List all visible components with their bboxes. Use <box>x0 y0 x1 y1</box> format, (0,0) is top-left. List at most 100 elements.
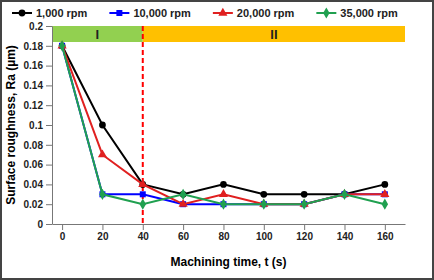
x-axis: 0 20 40 60 80 100 120 140 160 <box>53 224 406 242</box>
region-band <box>52 26 143 42</box>
series-marker <box>99 122 106 129</box>
tick-label: 0.18 <box>24 41 44 52</box>
series-marker <box>301 191 308 198</box>
series-marker <box>98 149 107 157</box>
frame <box>1 1 433 279</box>
tick-label: 0.02 <box>24 199 44 210</box>
legend-label: 35,000 rpm <box>340 7 398 19</box>
tick: 0.02 <box>24 199 52 210</box>
series-line <box>62 46 385 204</box>
chart: III02040608010012014016000.020.040.060.0… <box>0 0 434 280</box>
region-label: II <box>270 27 277 42</box>
tick-label: 100 <box>256 231 273 242</box>
legend-marker <box>116 10 122 16</box>
series-marker <box>220 199 226 210</box>
tick-mark <box>46 85 52 86</box>
tick-label: 0.12 <box>24 100 44 111</box>
tick-label: 140 <box>337 231 354 242</box>
legend-label: 1,000 rpm <box>36 7 88 19</box>
tick-mark <box>62 224 63 230</box>
tick: 120 <box>296 224 313 242</box>
series-line <box>62 46 385 204</box>
tick-label: 0.14 <box>24 80 44 91</box>
tick-mark <box>304 224 305 230</box>
tick-label: 80 <box>218 231 230 242</box>
series-marker <box>380 189 389 197</box>
x-axis-title: Machining time, t (s) <box>170 255 286 269</box>
legend-item: 20,000 rpm <box>213 7 295 19</box>
tick-mark <box>143 224 144 230</box>
plot-area <box>52 26 405 224</box>
tick-mark <box>46 26 52 27</box>
legend-label: 10,000 rpm <box>133 7 191 19</box>
legend-item: 1,000 rpm <box>12 7 88 19</box>
annotations: III <box>96 27 278 42</box>
tick: 0.08 <box>24 140 52 151</box>
tick-label: 0.2 <box>29 21 43 32</box>
series-marker <box>220 181 227 188</box>
legend-item: 10,000 rpm <box>109 7 191 19</box>
series-marker <box>341 189 347 200</box>
tick-mark <box>183 224 184 230</box>
tick: 0.06 <box>24 159 52 170</box>
tick-mark <box>46 66 52 67</box>
tick: 0.1 <box>29 120 52 131</box>
series-marker <box>381 181 388 188</box>
tick-label: 0.08 <box>24 140 44 151</box>
tick-mark <box>223 224 224 230</box>
legend-marker <box>19 10 26 17</box>
tick-label: 0 <box>37 219 43 230</box>
tick-mark <box>264 224 265 230</box>
plot: III02040608010012014016000.020.040.060.0… <box>24 21 406 242</box>
tick: 100 <box>256 224 273 242</box>
legend-marker <box>323 7 329 18</box>
y-axis-title: Surface roughness, Ra (µm) <box>4 45 18 205</box>
tick-label: 0.04 <box>24 179 44 190</box>
tick: 20 <box>97 224 109 242</box>
tick: 0.18 <box>24 41 52 52</box>
legend-label: 20,000 rpm <box>237 7 295 19</box>
tick-label: 60 <box>178 231 190 242</box>
tick-mark <box>46 105 52 106</box>
series-marker <box>138 179 147 187</box>
legend-item: 35,000 rpm <box>316 7 398 19</box>
series-marker <box>301 199 307 210</box>
series-marker <box>59 40 65 51</box>
tick-label: 20 <box>97 231 109 242</box>
region-band <box>143 26 405 42</box>
tick-label: 120 <box>296 231 313 242</box>
tick: 0.12 <box>24 100 52 111</box>
series-marker <box>140 199 146 210</box>
tick: 0.14 <box>24 80 52 91</box>
series-line <box>62 46 385 204</box>
tick-mark <box>46 46 52 47</box>
series-marker <box>260 191 267 198</box>
tick-mark <box>46 224 52 225</box>
series-marker <box>261 199 267 210</box>
tick-label: 0.1 <box>29 120 43 131</box>
tick: 160 <box>377 224 394 242</box>
y-axis: 0 0.02 0.04 0.06 0.08 0.1 0.12 0.14 0.16 0.18 0.2 <box>24 21 53 230</box>
tick: 0.04 <box>24 179 52 190</box>
tick: 40 <box>138 224 150 242</box>
region-label: I <box>96 27 100 42</box>
series-marker <box>140 191 146 197</box>
tick-label: 0.06 <box>24 159 44 170</box>
tick-mark <box>46 125 52 126</box>
series-marker <box>219 189 228 197</box>
legend: 1,000 rpm 10,000 rpm 20,000 rpm 35,000 rpm <box>12 7 398 19</box>
tick: 60 <box>178 224 190 242</box>
series-marker <box>180 189 186 200</box>
tick-label: 160 <box>377 231 394 242</box>
tick: 80 <box>218 224 230 242</box>
series-marker <box>99 189 105 200</box>
tick-mark <box>385 224 386 230</box>
tick: 0.2 <box>29 21 52 32</box>
tick-mark <box>344 224 345 230</box>
tick-label: 0 <box>60 231 66 242</box>
tick-mark <box>46 204 52 205</box>
tick-label: 0.16 <box>24 60 44 71</box>
legend-marker <box>218 8 227 16</box>
series-marker <box>382 199 388 210</box>
tick: 140 <box>337 224 354 242</box>
